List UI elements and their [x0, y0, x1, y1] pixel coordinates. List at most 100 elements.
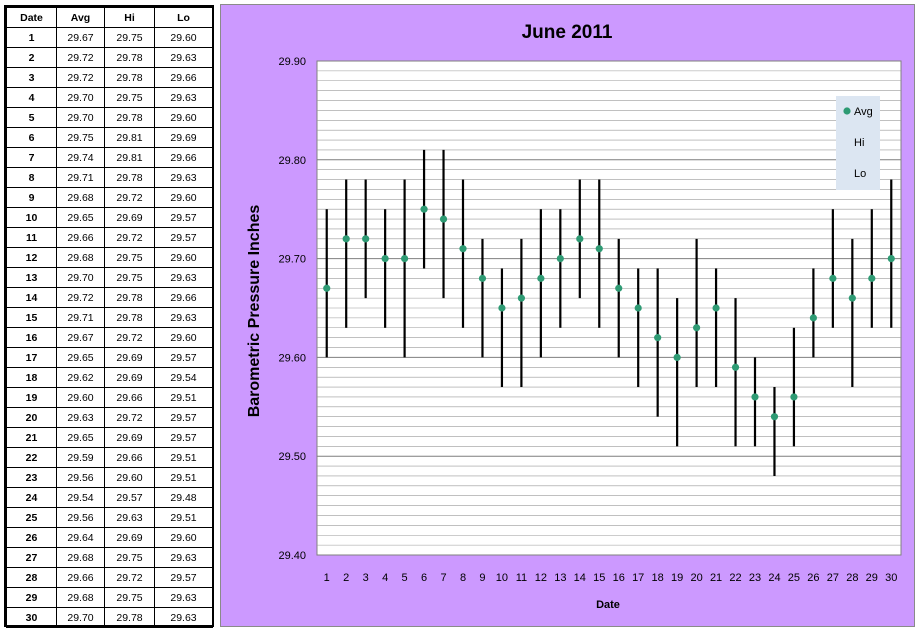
hi-lo-range-lines — [325, 149, 893, 476]
legend-avg-marker — [843, 107, 851, 115]
cell-avg: 29.74 — [56, 147, 105, 168]
table-header-row: Date Avg Hi Lo — [6, 7, 213, 28]
avg-point — [770, 413, 779, 421]
table-row: 8 29.71 29.78 29.63 — [6, 167, 213, 188]
cell-hi: 29.75 — [104, 247, 155, 268]
x-tick-label: 24 — [768, 572, 780, 584]
avg-point — [712, 304, 720, 312]
cell-hi: 29.63 — [104, 507, 155, 528]
header-hi: Hi — [104, 7, 155, 28]
cell-date: 17 — [6, 347, 57, 368]
table-row: 5 29.70 29.78 29.60 — [6, 107, 213, 128]
y-axis-label: Barometric Pressure Inches — [246, 205, 263, 418]
x-tick-label: 8 — [460, 572, 466, 584]
cell-date: 5 — [6, 107, 57, 128]
cell-hi: 29.78 — [104, 307, 155, 328]
cell-lo: 29.66 — [154, 67, 213, 88]
avg-point — [439, 215, 448, 223]
cell-lo: 29.60 — [154, 187, 213, 208]
legend: Avg Hi Lo — [836, 96, 880, 190]
avg-point — [478, 274, 487, 282]
x-tick-label: 3 — [363, 572, 369, 584]
cell-date: 7 — [6, 147, 57, 168]
y-tick-label: 29.50 — [278, 451, 306, 463]
cell-lo: 29.63 — [154, 607, 213, 628]
cell-date: 8 — [6, 167, 57, 188]
cell-lo: 29.57 — [154, 207, 213, 228]
x-tick-label: 28 — [846, 572, 858, 584]
cell-lo: 29.63 — [154, 267, 213, 288]
chart-title: June 2011 — [522, 22, 613, 43]
cell-avg: 29.56 — [56, 507, 105, 528]
x-tick-label: 2 — [343, 572, 349, 584]
cell-date: 21 — [6, 427, 57, 448]
cell-lo: 29.60 — [154, 327, 213, 348]
cell-avg: 29.72 — [56, 47, 105, 68]
avg-point — [537, 274, 545, 282]
cell-hi: 29.75 — [104, 87, 155, 108]
cell-date: 18 — [6, 367, 57, 388]
cell-avg: 29.63 — [56, 407, 105, 428]
cell-avg: 29.70 — [56, 607, 105, 628]
avg-point — [887, 255, 895, 263]
cell-lo: 29.60 — [154, 27, 213, 48]
cell-date: 20 — [6, 407, 57, 428]
x-tick-label: 21 — [710, 572, 722, 584]
table-row: 19 29.60 29.66 29.51 — [6, 387, 213, 408]
table-row: 2 29.72 29.78 29.63 — [6, 47, 213, 68]
cell-hi: 29.69 — [104, 527, 155, 548]
cell-hi: 29.81 — [104, 127, 155, 148]
x-tick-label: 30 — [885, 572, 897, 584]
cell-lo: 29.48 — [154, 487, 213, 508]
avg-point — [517, 294, 525, 302]
cell-hi: 29.69 — [104, 207, 155, 228]
cell-date: 23 — [6, 467, 57, 488]
cell-date: 19 — [6, 387, 57, 408]
cell-date: 2 — [6, 47, 57, 68]
cell-lo: 29.51 — [154, 467, 213, 488]
cell-lo: 29.60 — [154, 107, 213, 128]
avg-point — [615, 284, 623, 292]
table-row: 16 29.67 29.72 29.60 — [6, 327, 213, 348]
x-axis-tick-labels: 1 2 3 4 5 6 7 8 9 10 11 12 13 14 15 16 17 18 19 20 21 22 23 24 2… — [324, 572, 898, 584]
avg-point — [420, 205, 428, 213]
y-tick-label: 29.80 — [278, 155, 306, 167]
cell-date: 22 — [6, 447, 57, 468]
cell-lo: 29.60 — [154, 247, 213, 268]
x-tick-label: 20 — [690, 572, 702, 584]
header-lo: Lo — [154, 7, 213, 28]
cell-avg: 29.65 — [56, 207, 105, 228]
cell-avg: 29.59 — [56, 447, 105, 468]
avg-point — [342, 235, 350, 243]
avg-point — [809, 314, 818, 322]
x-tick-label: 26 — [807, 572, 819, 584]
cell-hi: 29.60 — [104, 467, 155, 488]
table-row: 30 29.70 29.78 29.63 — [6, 607, 213, 628]
cell-lo: 29.66 — [154, 147, 213, 168]
table-row: 11 29.66 29.72 29.57 — [6, 227, 213, 248]
cell-lo: 29.63 — [154, 167, 213, 188]
table-row: 23 29.56 29.60 29.51 — [6, 467, 213, 488]
table-row: 4 29.70 29.75 29.63 — [6, 87, 213, 108]
cell-avg: 29.70 — [56, 267, 105, 288]
cell-avg: 29.67 — [56, 27, 105, 48]
avg-point — [362, 235, 370, 243]
cell-date: 16 — [6, 327, 57, 348]
cell-lo: 29.63 — [154, 547, 213, 568]
x-tick-label: 11 — [516, 572, 527, 584]
avg-point — [634, 304, 642, 312]
cell-avg: 29.71 — [56, 167, 105, 188]
x-tick-label: 5 — [402, 572, 408, 584]
x-tick-label: 13 — [554, 572, 566, 584]
table-row: 13 29.70 29.75 29.63 — [6, 267, 213, 288]
x-tick-label: 16 — [613, 572, 625, 584]
cell-lo: 29.51 — [154, 387, 213, 408]
avg-point — [401, 255, 409, 263]
cell-avg: 29.72 — [56, 287, 105, 308]
cell-hi: 29.81 — [104, 147, 155, 168]
data-table: Date Avg Hi Lo 1 29.67 29.75 29.60 2 29.72 29.… — [6, 7, 213, 628]
cell-avg: 29.70 — [56, 107, 105, 128]
legend-item-lo: Lo — [854, 168, 866, 180]
cell-date: 11 — [6, 227, 57, 248]
